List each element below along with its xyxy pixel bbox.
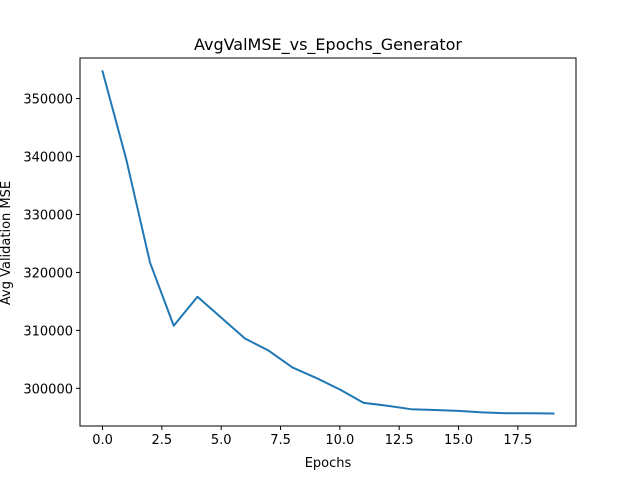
x-tick-label: 5.0 [211, 433, 232, 448]
y-tick-label: 310000 [23, 324, 73, 339]
y-tick-label: 300000 [23, 382, 73, 397]
series-line-0 [101, 70, 555, 415]
x-tick-label: 15.0 [444, 433, 473, 448]
y-tick-label: 320000 [23, 266, 73, 281]
x-tick-label: 7.5 [270, 433, 291, 448]
x-axis-label: Epochs [305, 456, 352, 471]
y-tick-label: 330000 [23, 208, 73, 223]
chart-title: AvgValMSE_vs_Epochs_Generator [194, 35, 462, 55]
x-tick-label: 12.5 [385, 433, 414, 448]
y-tick-label: 350000 [23, 93, 73, 108]
plot-area: 0.0 2.5 5.0 7.5 10.0 12.5 15.0 17.5 300000 310000… [23, 57, 577, 448]
x-tick-label: 2.5 [152, 433, 173, 448]
axes-frame [79, 57, 577, 427]
x-tick-label: 0.0 [92, 433, 113, 448]
x-tick-label: 10.0 [325, 433, 354, 448]
x-tick-label: 17.5 [503, 433, 532, 448]
y-axis-label: Avg Validation MSE [0, 181, 14, 305]
y-tick-label: 340000 [23, 151, 73, 166]
